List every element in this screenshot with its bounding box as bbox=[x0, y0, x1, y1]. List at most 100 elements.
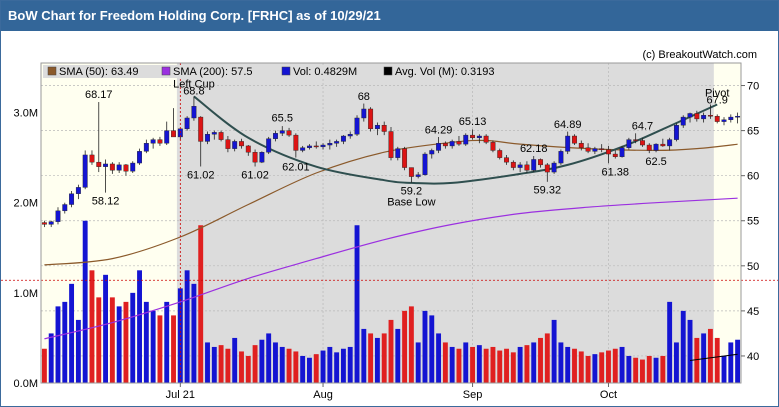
volume-bar bbox=[728, 342, 734, 383]
candle-body bbox=[82, 154, 88, 188]
volume-bar bbox=[347, 346, 353, 383]
candle-body bbox=[694, 113, 700, 120]
legend-box bbox=[43, 65, 495, 78]
volume-bar bbox=[633, 357, 639, 383]
volume-bar bbox=[735, 339, 741, 383]
candle-body bbox=[313, 145, 319, 148]
candle bbox=[728, 114, 734, 123]
candle bbox=[422, 152, 428, 176]
candle-body bbox=[123, 164, 129, 172]
volume-bar bbox=[599, 352, 605, 383]
candle-body bbox=[103, 163, 109, 167]
candle bbox=[157, 136, 163, 146]
volume-bar bbox=[504, 348, 509, 383]
candle-body bbox=[347, 134, 353, 137]
volume-bar bbox=[538, 337, 543, 383]
volume-bar bbox=[225, 348, 231, 383]
legend-swatch bbox=[47, 66, 57, 76]
candle bbox=[347, 131, 353, 139]
candle bbox=[660, 138, 666, 147]
candle bbox=[701, 112, 707, 123]
volume-bar bbox=[408, 306, 414, 383]
candle-body bbox=[205, 134, 210, 142]
volume-bar bbox=[490, 346, 496, 383]
candle bbox=[239, 138, 244, 149]
volume-bar bbox=[565, 346, 571, 383]
volume-tick-label: 2.0M bbox=[14, 198, 38, 210]
candle bbox=[137, 148, 142, 165]
candle-body bbox=[436, 143, 442, 151]
legend-swatch bbox=[281, 66, 291, 76]
candle bbox=[55, 207, 61, 225]
candle bbox=[606, 145, 611, 164]
candle-body bbox=[143, 143, 149, 152]
legend-swatch bbox=[383, 66, 393, 76]
volume-bar bbox=[483, 348, 489, 383]
candle-body bbox=[463, 134, 469, 145]
candle bbox=[123, 163, 129, 176]
volume-bar bbox=[653, 357, 659, 383]
volume-bar bbox=[191, 283, 197, 383]
volume-bar bbox=[667, 301, 673, 383]
price-tick-label: 40 bbox=[747, 351, 759, 363]
candle bbox=[707, 104, 713, 119]
candle bbox=[320, 143, 326, 150]
price-annotation: 58.12 bbox=[92, 196, 120, 208]
candle-body bbox=[633, 139, 639, 141]
volume-bar bbox=[313, 354, 319, 383]
volume-bar bbox=[402, 310, 408, 383]
price-annotation: 68.8 bbox=[183, 86, 204, 98]
candle-body bbox=[354, 117, 360, 135]
volume-bar bbox=[143, 301, 149, 383]
volume-bar bbox=[354, 225, 360, 383]
candle bbox=[619, 145, 625, 158]
volume-bar bbox=[266, 333, 272, 383]
candle bbox=[69, 191, 75, 208]
candle-body bbox=[612, 153, 618, 157]
candle bbox=[103, 159, 109, 193]
volume-bar bbox=[395, 328, 401, 383]
candle-body bbox=[307, 145, 312, 148]
volume-bar bbox=[116, 306, 122, 383]
candle-body bbox=[626, 139, 632, 148]
candle bbox=[449, 139, 455, 149]
volume-bar bbox=[137, 270, 142, 383]
candle-body bbox=[578, 143, 584, 148]
candle bbox=[667, 137, 673, 151]
candle-body bbox=[48, 221, 54, 225]
volume-bar bbox=[300, 355, 306, 383]
candle-body bbox=[164, 130, 170, 144]
candle-body bbox=[266, 138, 272, 153]
volume-tick-label: 1.0M bbox=[14, 288, 38, 300]
candle-body bbox=[680, 116, 686, 126]
candle-body bbox=[279, 130, 285, 134]
candle-body bbox=[415, 174, 421, 177]
volume-bar bbox=[259, 339, 265, 383]
volume-bar bbox=[184, 270, 190, 383]
volume-bar bbox=[75, 319, 81, 383]
candle-body bbox=[470, 134, 475, 139]
candle bbox=[599, 144, 605, 153]
candle-body bbox=[157, 139, 163, 144]
candle-body bbox=[184, 117, 190, 130]
volume-bar bbox=[123, 301, 129, 383]
candle-body bbox=[619, 147, 625, 157]
volume-bar bbox=[470, 346, 475, 383]
price-annotation: 62.5 bbox=[645, 156, 666, 168]
candle bbox=[585, 143, 591, 154]
candle bbox=[626, 137, 632, 150]
candle bbox=[300, 145, 306, 153]
candle-body bbox=[721, 119, 727, 122]
candle-body bbox=[109, 163, 115, 171]
volume-bar bbox=[531, 342, 537, 383]
candle-body bbox=[476, 135, 482, 139]
volume-bar bbox=[476, 345, 482, 383]
candle-body bbox=[490, 142, 496, 151]
volume-bar bbox=[612, 348, 618, 383]
volume-bar bbox=[551, 319, 557, 383]
candle bbox=[368, 107, 374, 132]
volume-bar bbox=[239, 351, 244, 383]
volume-bar bbox=[456, 348, 462, 383]
volume-bar bbox=[721, 355, 727, 383]
volume-bar bbox=[381, 333, 387, 383]
